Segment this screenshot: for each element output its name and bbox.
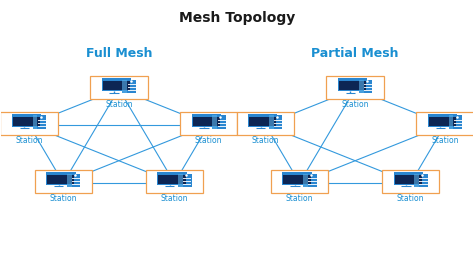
FancyBboxPatch shape <box>414 174 419 187</box>
Text: Station: Station <box>195 136 222 145</box>
FancyBboxPatch shape <box>122 80 136 93</box>
FancyBboxPatch shape <box>192 117 220 126</box>
FancyBboxPatch shape <box>47 175 74 184</box>
FancyBboxPatch shape <box>180 112 237 135</box>
FancyBboxPatch shape <box>449 115 462 129</box>
Text: Station: Station <box>161 194 188 203</box>
FancyBboxPatch shape <box>67 174 72 187</box>
FancyBboxPatch shape <box>327 76 384 99</box>
Text: Mesh Topology: Mesh Topology <box>179 10 295 25</box>
FancyBboxPatch shape <box>429 117 456 126</box>
FancyBboxPatch shape <box>178 174 191 187</box>
Text: Station: Station <box>105 100 133 109</box>
FancyBboxPatch shape <box>283 175 311 184</box>
FancyBboxPatch shape <box>394 175 422 184</box>
Text: Station: Station <box>252 136 279 145</box>
FancyBboxPatch shape <box>271 170 328 193</box>
FancyBboxPatch shape <box>103 81 130 90</box>
FancyBboxPatch shape <box>303 174 317 187</box>
FancyBboxPatch shape <box>338 78 367 91</box>
Text: Station: Station <box>341 100 369 109</box>
FancyBboxPatch shape <box>382 170 439 193</box>
FancyBboxPatch shape <box>359 80 372 93</box>
FancyBboxPatch shape <box>416 112 474 135</box>
FancyBboxPatch shape <box>237 112 294 135</box>
FancyBboxPatch shape <box>248 114 277 127</box>
FancyBboxPatch shape <box>146 170 203 193</box>
FancyBboxPatch shape <box>13 117 40 126</box>
Text: Station: Station <box>397 194 424 203</box>
FancyBboxPatch shape <box>157 172 187 185</box>
FancyBboxPatch shape <box>46 172 75 185</box>
FancyBboxPatch shape <box>269 115 273 129</box>
FancyBboxPatch shape <box>12 114 41 127</box>
FancyBboxPatch shape <box>303 174 308 187</box>
FancyBboxPatch shape <box>90 76 147 99</box>
FancyBboxPatch shape <box>122 80 127 93</box>
Text: Partial Mesh: Partial Mesh <box>311 48 399 60</box>
FancyBboxPatch shape <box>393 172 423 185</box>
FancyBboxPatch shape <box>178 174 183 187</box>
FancyBboxPatch shape <box>428 114 457 127</box>
FancyBboxPatch shape <box>269 115 283 129</box>
FancyBboxPatch shape <box>158 175 186 184</box>
FancyBboxPatch shape <box>0 112 58 135</box>
FancyBboxPatch shape <box>414 174 428 187</box>
FancyBboxPatch shape <box>212 115 226 129</box>
FancyBboxPatch shape <box>102 78 131 91</box>
FancyBboxPatch shape <box>33 115 37 129</box>
FancyBboxPatch shape <box>339 81 366 90</box>
FancyBboxPatch shape <box>191 114 221 127</box>
FancyBboxPatch shape <box>35 170 92 193</box>
FancyBboxPatch shape <box>33 115 46 129</box>
FancyBboxPatch shape <box>249 117 276 126</box>
Text: Station: Station <box>15 136 43 145</box>
Text: Station: Station <box>50 194 77 203</box>
FancyBboxPatch shape <box>67 174 81 187</box>
FancyBboxPatch shape <box>449 115 454 129</box>
Text: Station: Station <box>286 194 313 203</box>
FancyBboxPatch shape <box>359 80 364 93</box>
FancyBboxPatch shape <box>212 115 217 129</box>
Text: Station: Station <box>431 136 459 145</box>
FancyBboxPatch shape <box>283 172 312 185</box>
Text: Full Mesh: Full Mesh <box>86 48 152 60</box>
